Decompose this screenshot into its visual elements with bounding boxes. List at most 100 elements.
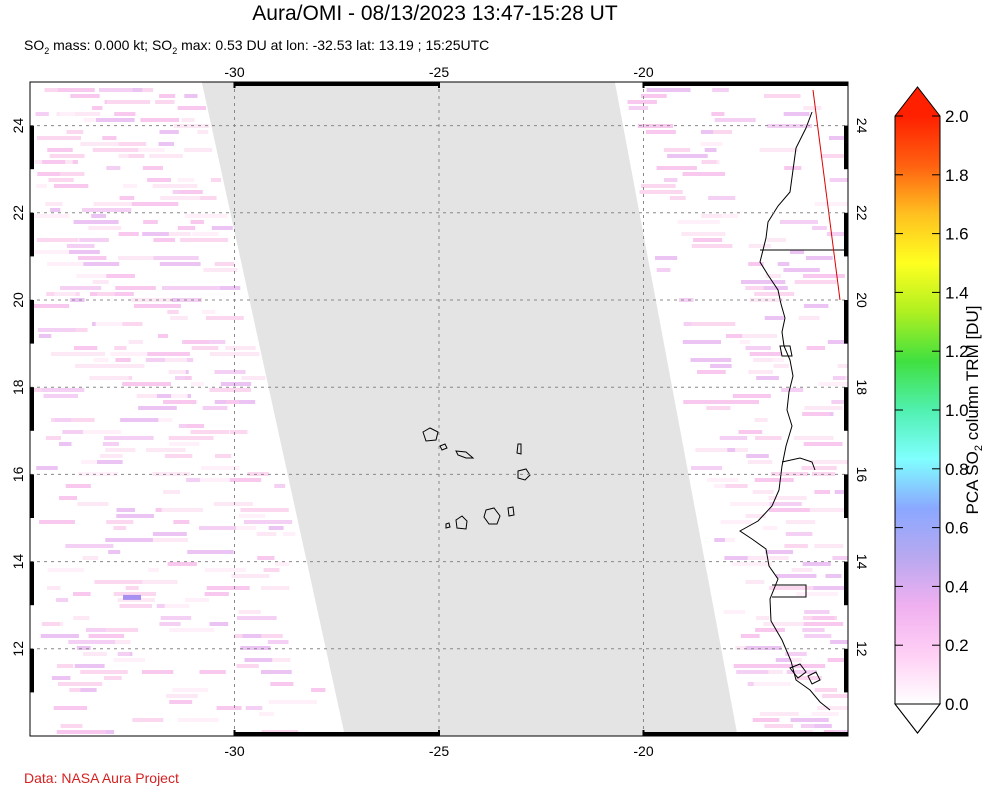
so2-pixel bbox=[226, 400, 240, 404]
lat-tick-label-left: 12 bbox=[10, 641, 26, 657]
graticule: -30 -30 -25 -25 -20 -20 12 12 14 14 16 16 18 18 20 20 22… bbox=[10, 64, 870, 759]
so2-pixel bbox=[155, 100, 175, 104]
so2-pixel bbox=[767, 238, 786, 242]
so2-pixel bbox=[165, 358, 187, 362]
so2-pixel bbox=[147, 178, 171, 182]
so2-pixel bbox=[706, 406, 731, 410]
so2-pixel bbox=[169, 700, 193, 704]
so2-pixel bbox=[745, 646, 782, 650]
so2-pixel bbox=[39, 520, 75, 524]
so2-pixel bbox=[811, 712, 839, 716]
no-data-swath-gap bbox=[201, 82, 738, 736]
so2-pixel bbox=[667, 154, 708, 158]
so2-pixel bbox=[172, 688, 209, 692]
so2-pixel bbox=[749, 352, 783, 356]
lon-tick-label-top: -30 bbox=[224, 64, 244, 80]
so2-pixel bbox=[755, 436, 782, 440]
so2-pixel bbox=[238, 514, 266, 518]
so2-pixel bbox=[54, 418, 71, 422]
so2-pixel bbox=[76, 646, 91, 650]
so2-pixel bbox=[259, 712, 274, 716]
so2-pixel bbox=[167, 562, 197, 566]
colorbar-tick-label: 1.6 bbox=[945, 225, 969, 244]
so2-pixel bbox=[268, 526, 284, 530]
senegal-river bbox=[781, 457, 816, 471]
so2-pixel bbox=[748, 244, 771, 248]
so2-pixel bbox=[764, 316, 784, 320]
so2-pixel bbox=[712, 88, 729, 92]
so2-pixel bbox=[213, 502, 253, 506]
so2-pixel bbox=[814, 544, 844, 548]
so2-pixel bbox=[700, 130, 718, 134]
so2-pixel bbox=[802, 628, 825, 632]
so2-pixel bbox=[812, 616, 835, 620]
so2-pixel bbox=[117, 598, 155, 602]
so2-pixel bbox=[683, 400, 725, 404]
so2-pixel bbox=[768, 508, 810, 512]
so2-max-pixel bbox=[123, 594, 142, 600]
so2-pixel bbox=[44, 172, 85, 176]
lat-tick-label-right: 12 bbox=[854, 641, 870, 657]
so2-pixel bbox=[101, 640, 131, 644]
so2-pixel bbox=[811, 724, 832, 728]
so2-pixel bbox=[801, 466, 837, 470]
so2-pixel bbox=[159, 130, 179, 134]
bay-outline bbox=[779, 345, 793, 357]
so2-pixel bbox=[793, 436, 834, 440]
so2-pixel bbox=[93, 358, 109, 362]
so2-pixel bbox=[663, 148, 691, 152]
so2-pixel bbox=[163, 400, 196, 404]
so2-pixel bbox=[175, 376, 186, 380]
so2-pixel bbox=[92, 148, 139, 152]
so2-pixel bbox=[33, 250, 83, 254]
so2-pixel bbox=[59, 442, 72, 446]
so2-pixel bbox=[69, 250, 100, 254]
so2-pixel bbox=[752, 718, 780, 722]
so2-pixel bbox=[160, 196, 201, 200]
so2-pixel bbox=[664, 178, 678, 182]
so2-pixel bbox=[691, 322, 736, 326]
so2-pixel bbox=[802, 562, 831, 566]
so2-pixel bbox=[159, 262, 201, 266]
so2-pixel bbox=[806, 256, 833, 260]
so2-pixel bbox=[160, 616, 192, 620]
so2-pixel bbox=[106, 520, 134, 524]
so2-pixel bbox=[106, 274, 135, 278]
so2-pixel bbox=[114, 346, 127, 350]
lat-tick-label-right: 16 bbox=[854, 467, 870, 483]
so2-pixel bbox=[214, 262, 235, 266]
so2-pixel bbox=[56, 664, 74, 668]
lat-tick-label-right: 18 bbox=[854, 379, 870, 395]
so2-pixel bbox=[831, 400, 848, 404]
so2-pixel bbox=[721, 214, 739, 218]
so2-pixel bbox=[236, 616, 277, 620]
so2-pixel bbox=[640, 94, 667, 98]
so2-pixel bbox=[177, 106, 206, 110]
so2-pixel bbox=[791, 568, 813, 572]
so2-pixel bbox=[81, 460, 97, 464]
so2-pixel bbox=[169, 628, 215, 632]
so2-pixel bbox=[143, 220, 158, 224]
so2-pixel bbox=[158, 142, 174, 146]
so2-pixel bbox=[166, 694, 198, 698]
so2-pixel bbox=[179, 190, 202, 194]
so2-pixel bbox=[205, 316, 244, 320]
so2-pixel bbox=[803, 508, 848, 512]
so2-pixel bbox=[733, 664, 772, 668]
so2-pixel bbox=[38, 334, 52, 338]
so2-pixel bbox=[79, 238, 109, 242]
so2-pixel bbox=[806, 346, 826, 350]
so2-pixel bbox=[170, 316, 188, 320]
so2-pixel bbox=[140, 118, 180, 122]
so2-pixel bbox=[747, 556, 789, 560]
so2-pixel bbox=[80, 142, 119, 146]
so2-pixel bbox=[116, 508, 135, 512]
so2-pixel bbox=[47, 262, 84, 266]
so2-pixel bbox=[731, 562, 772, 566]
so2-pixel bbox=[153, 238, 175, 242]
so2-pixel bbox=[152, 184, 198, 188]
so2-pixel bbox=[97, 292, 115, 296]
so2-pixel bbox=[733, 394, 771, 398]
so2-pixel bbox=[814, 490, 831, 494]
so2-pixel bbox=[748, 262, 764, 266]
